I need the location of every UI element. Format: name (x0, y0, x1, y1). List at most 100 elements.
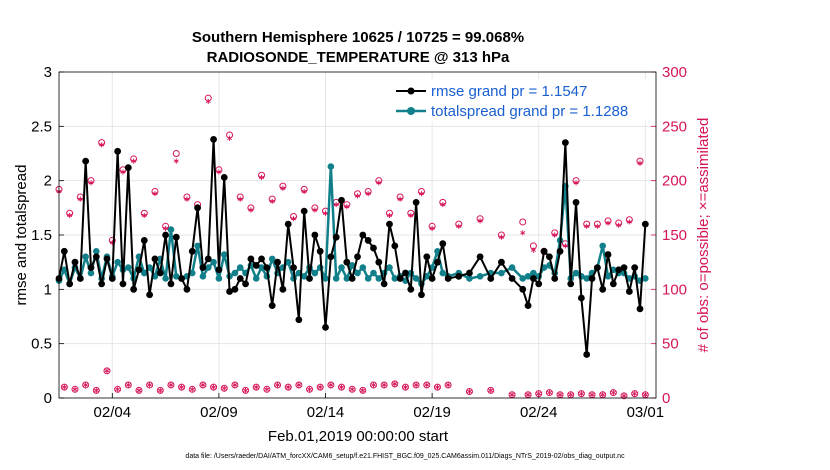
x-tick-label: 02/14 (307, 404, 345, 421)
obs-assimilated-point (466, 388, 472, 395)
obs-assimilated-point (237, 196, 243, 202)
obs-assimilated-point (413, 382, 419, 388)
obs-assimilated-point (125, 382, 131, 388)
obs-possible-point (380, 381, 388, 389)
obs-assimilated-point (610, 389, 616, 396)
obs-assimilated-point (163, 225, 169, 232)
rmse-point (183, 285, 191, 293)
rmse-point (162, 231, 170, 239)
obs-possible-point (295, 381, 303, 389)
rmse-point (103, 255, 111, 263)
obs-assimilated-point (275, 382, 281, 388)
rmse-point (204, 255, 212, 263)
obs-assimilated-point (600, 392, 606, 398)
axis-ticks: 02/04 02/09 02/14 02/19 02/24 03/0100.511.522… (31, 64, 687, 421)
obs-assimilated-point (269, 198, 275, 204)
obs-count-markers (55, 94, 649, 400)
rmse-point (215, 266, 223, 274)
obs-assimilated-point (131, 158, 137, 164)
obs-possible-point (172, 150, 180, 157)
obs-assimilated-point (637, 160, 643, 166)
obs-assimilated-point (397, 196, 403, 202)
totalspread-point (210, 258, 217, 266)
rmse-point (295, 316, 303, 324)
legend-spread-label: totalspread grand pr = 1.1288 (431, 103, 628, 120)
obs-possible-point (465, 387, 473, 395)
rmse-point (636, 305, 644, 313)
totalspread-point (412, 275, 420, 282)
obs-assimilated-point (376, 180, 382, 186)
obs-assimilated-point (115, 386, 121, 392)
totalspread-point (162, 275, 169, 282)
rmse-point (167, 280, 175, 288)
rmse-point (247, 255, 255, 263)
left-y-axis-label: rmse and totalspread (13, 165, 30, 306)
obs-assimilated-point (248, 207, 254, 213)
right-y-tick-label: 300 (662, 64, 687, 81)
rmse-point (135, 266, 143, 274)
obs-possible-point (359, 386, 367, 394)
rmse-point (71, 258, 79, 266)
left-y-tick-label: 1.5 (31, 227, 52, 244)
right-y-tick-label: 100 (662, 281, 687, 298)
rmse-point (279, 285, 287, 293)
obs-possible-point (199, 381, 207, 389)
obs-possible-point (577, 390, 585, 398)
obs-possible-point (114, 385, 122, 393)
obs-assimilated-point (211, 384, 217, 390)
obs-assimilated-point (77, 196, 83, 202)
obs-assimilated-point (328, 382, 334, 388)
obs-assimilated-point (408, 212, 414, 219)
legend-rmse-label: rmse grand pr = 1.1547 (431, 83, 587, 100)
rmse-point (615, 266, 623, 274)
obs-possible-point (156, 386, 164, 394)
obs-assimilated-point (120, 169, 126, 175)
obs-assimilated-point (221, 385, 227, 391)
totalspread-point (82, 253, 89, 261)
totalspread-point (194, 242, 201, 250)
obs-assimilated-point (323, 210, 328, 216)
obs-possible-point (124, 381, 132, 389)
obs-possible-point (401, 383, 409, 391)
left-y-tick-label: 1 (44, 281, 52, 298)
rmse-point (252, 262, 260, 269)
rmse-point (593, 264, 601, 271)
obs-assimilated-point (392, 381, 398, 387)
rmse-point (156, 269, 164, 277)
left-y-tick-label: 2 (44, 173, 52, 190)
totalspread-point (572, 269, 580, 277)
obs-assimilated-point (584, 223, 590, 229)
rmse-line (58, 138, 647, 356)
rmse-point (423, 253, 431, 261)
rmse-point (545, 253, 553, 261)
legend: rmse grand pr = 1.1547 totalspread grand… (390, 79, 652, 121)
obs-possible-point (338, 383, 346, 391)
totalspread-point (124, 264, 132, 271)
rmse-point (498, 258, 505, 266)
obs-assimilated-point (530, 247, 536, 253)
obs-assimilated-point (307, 386, 313, 392)
rmse-point (604, 251, 612, 258)
obs-possible-point (167, 381, 175, 389)
obs-assimilated-point (227, 135, 233, 141)
totalspread-point (284, 258, 292, 266)
rmse-point (199, 264, 207, 271)
obs-assimilated-point (243, 387, 249, 393)
obs-assimilated-point (264, 386, 270, 392)
rmse-point (572, 199, 580, 206)
legend-spread-marker (407, 107, 415, 115)
obs-assimilated-point (429, 225, 435, 232)
obs-assimilated-point (445, 382, 451, 388)
obs-possible-point (263, 385, 271, 393)
totalspread-point (524, 272, 532, 280)
obs-assimilated-point (157, 387, 163, 393)
data-file-footnote: data file: /Users/raeder/DAI/ATM_forcXX/… (185, 453, 625, 460)
obs-assimilated-point (642, 392, 648, 398)
obs-assimilated-point (520, 230, 526, 236)
obs-assimilated-point (632, 391, 638, 397)
obs-assimilated-point (136, 387, 142, 393)
obs-possible-point (60, 383, 68, 391)
rmse-point (231, 285, 239, 293)
rmse-point (444, 275, 452, 282)
obs-assimilated-point (355, 193, 360, 199)
